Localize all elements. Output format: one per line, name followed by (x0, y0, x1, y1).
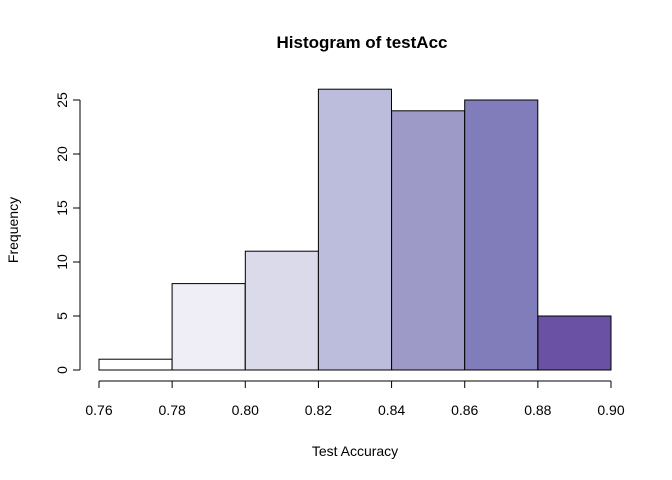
x-tick-label-5: 0.86 (451, 402, 478, 418)
histogram-bar-1 (171, 283, 246, 371)
y-tick-label-2: 10 (54, 254, 70, 270)
y-tick-label-4: 20 (54, 146, 70, 162)
histogram-bar-3 (317, 88, 392, 371)
x-tick-label-4: 0.84 (378, 402, 405, 418)
y-tick-label-3: 15 (54, 200, 70, 216)
y-tick-label-0: 0 (54, 366, 70, 374)
x-tick-label-7: 0.90 (597, 402, 624, 418)
x-tick-label-6: 0.88 (524, 402, 551, 418)
x-tick-label-3: 0.82 (305, 402, 332, 418)
chart-title: Histogram of testAcc (277, 33, 448, 52)
histogram-bar-5 (464, 99, 539, 371)
y-axis-label: Frequency (5, 197, 21, 263)
x-axis-label: Test Accuracy (312, 443, 398, 459)
x-tick-label-1: 0.78 (159, 402, 186, 418)
bars-group (98, 88, 612, 371)
histogram-bar-4 (391, 110, 466, 371)
x-tick-label-2: 0.80 (232, 402, 259, 418)
x-tick-label-0: 0.76 (85, 402, 112, 418)
x-axis: 0.76 0.78 0.80 0.82 0.84 0.86 0.88 0.90 (85, 380, 625, 418)
y-tick-label-5: 25 (54, 92, 70, 108)
histogram-bar-0 (98, 358, 173, 371)
histogram-bar-2 (244, 250, 319, 371)
y-axis: 0 5 10 15 20 25 (54, 92, 81, 374)
y-tick-label-1: 5 (54, 312, 70, 320)
histogram-bar-6 (537, 315, 612, 371)
